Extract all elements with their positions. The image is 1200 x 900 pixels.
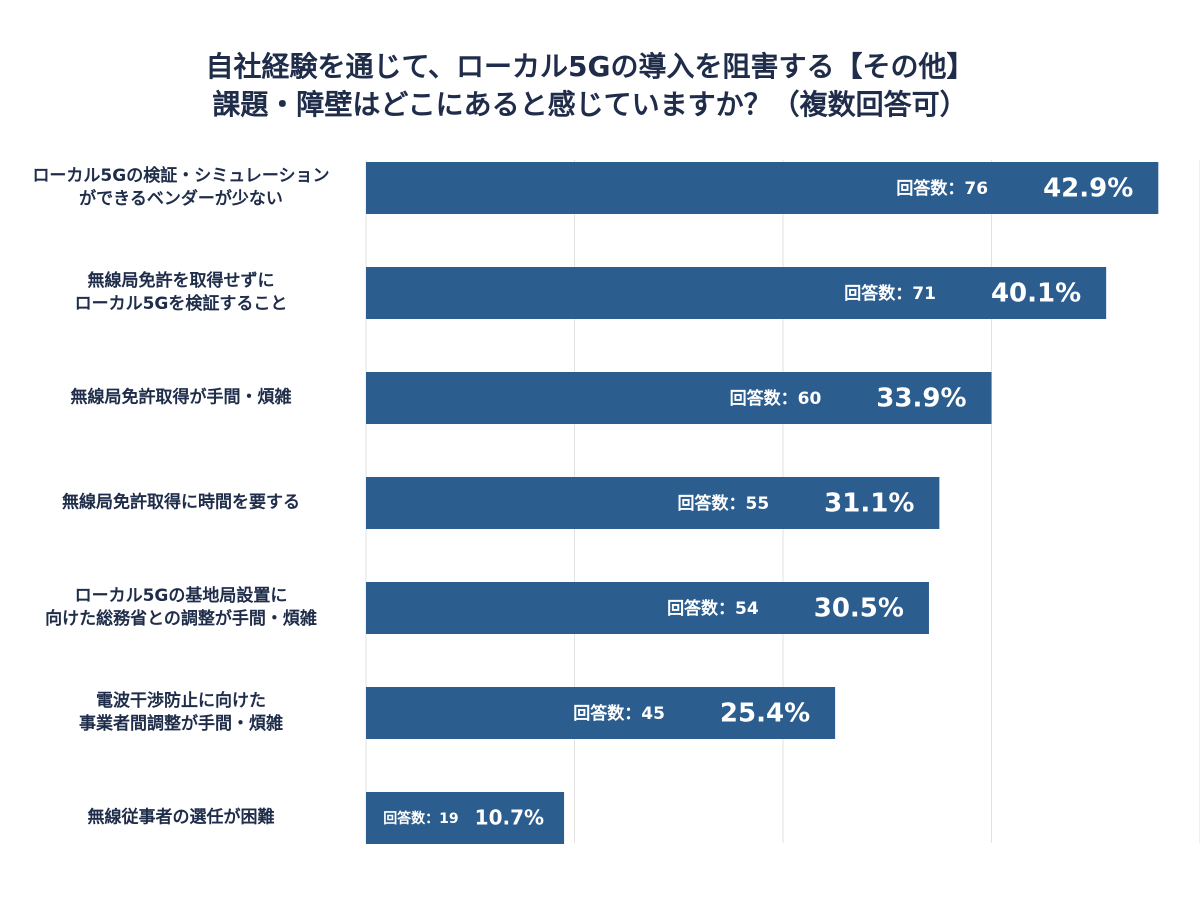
bar [366,477,940,529]
value-label: 回答数：71 [844,283,936,304]
percent-label: 42.9% [1043,174,1133,204]
bar [366,582,929,634]
value-label: 回答数：54 [667,598,759,619]
category-label: 無線従事者の選任が困難 [87,807,275,828]
value-label: 回答数：60 [730,388,822,409]
value-label: 回答数：76 [896,178,988,199]
percent-label: 25.4% [720,699,810,729]
bar [366,792,565,844]
category-label: 電波干渉防止に向けた 事業者間調整が手間・煩雑 [79,691,283,734]
bar [366,162,1159,214]
value-label: 回答数：55 [678,493,770,514]
value-label: 回答数：45 [573,703,665,724]
percent-label: 30.5% [814,594,904,624]
category-label: ローカル5Gの基地局設置に 向けた総務省との調整が手間・煩雑 [45,586,317,629]
category-label: ローカル5Gの検証・シミュレーション ができるベンダーが少ない [32,166,330,209]
bar [366,687,836,739]
category-label: 無線局免許を取得せずに ローカル5Gを検証すること [74,271,288,314]
chart-title: 自社経験を通じて、ローカル5Gの導入を阻害する【その他】 課題・障壁はどこにある… [205,50,975,121]
bar [366,267,1107,319]
percent-label: 40.1% [991,279,1081,309]
value-label: 回答数：19 [383,810,458,827]
percent-label: 10.7% [475,806,544,830]
bar [366,372,992,424]
percent-label: 31.1% [824,489,914,519]
category-label: 無線局免許取得が手間・煩雑 [70,387,292,408]
percent-label: 33.9% [876,384,966,414]
category-label: 無線局免許取得に時間を要する [62,492,300,513]
